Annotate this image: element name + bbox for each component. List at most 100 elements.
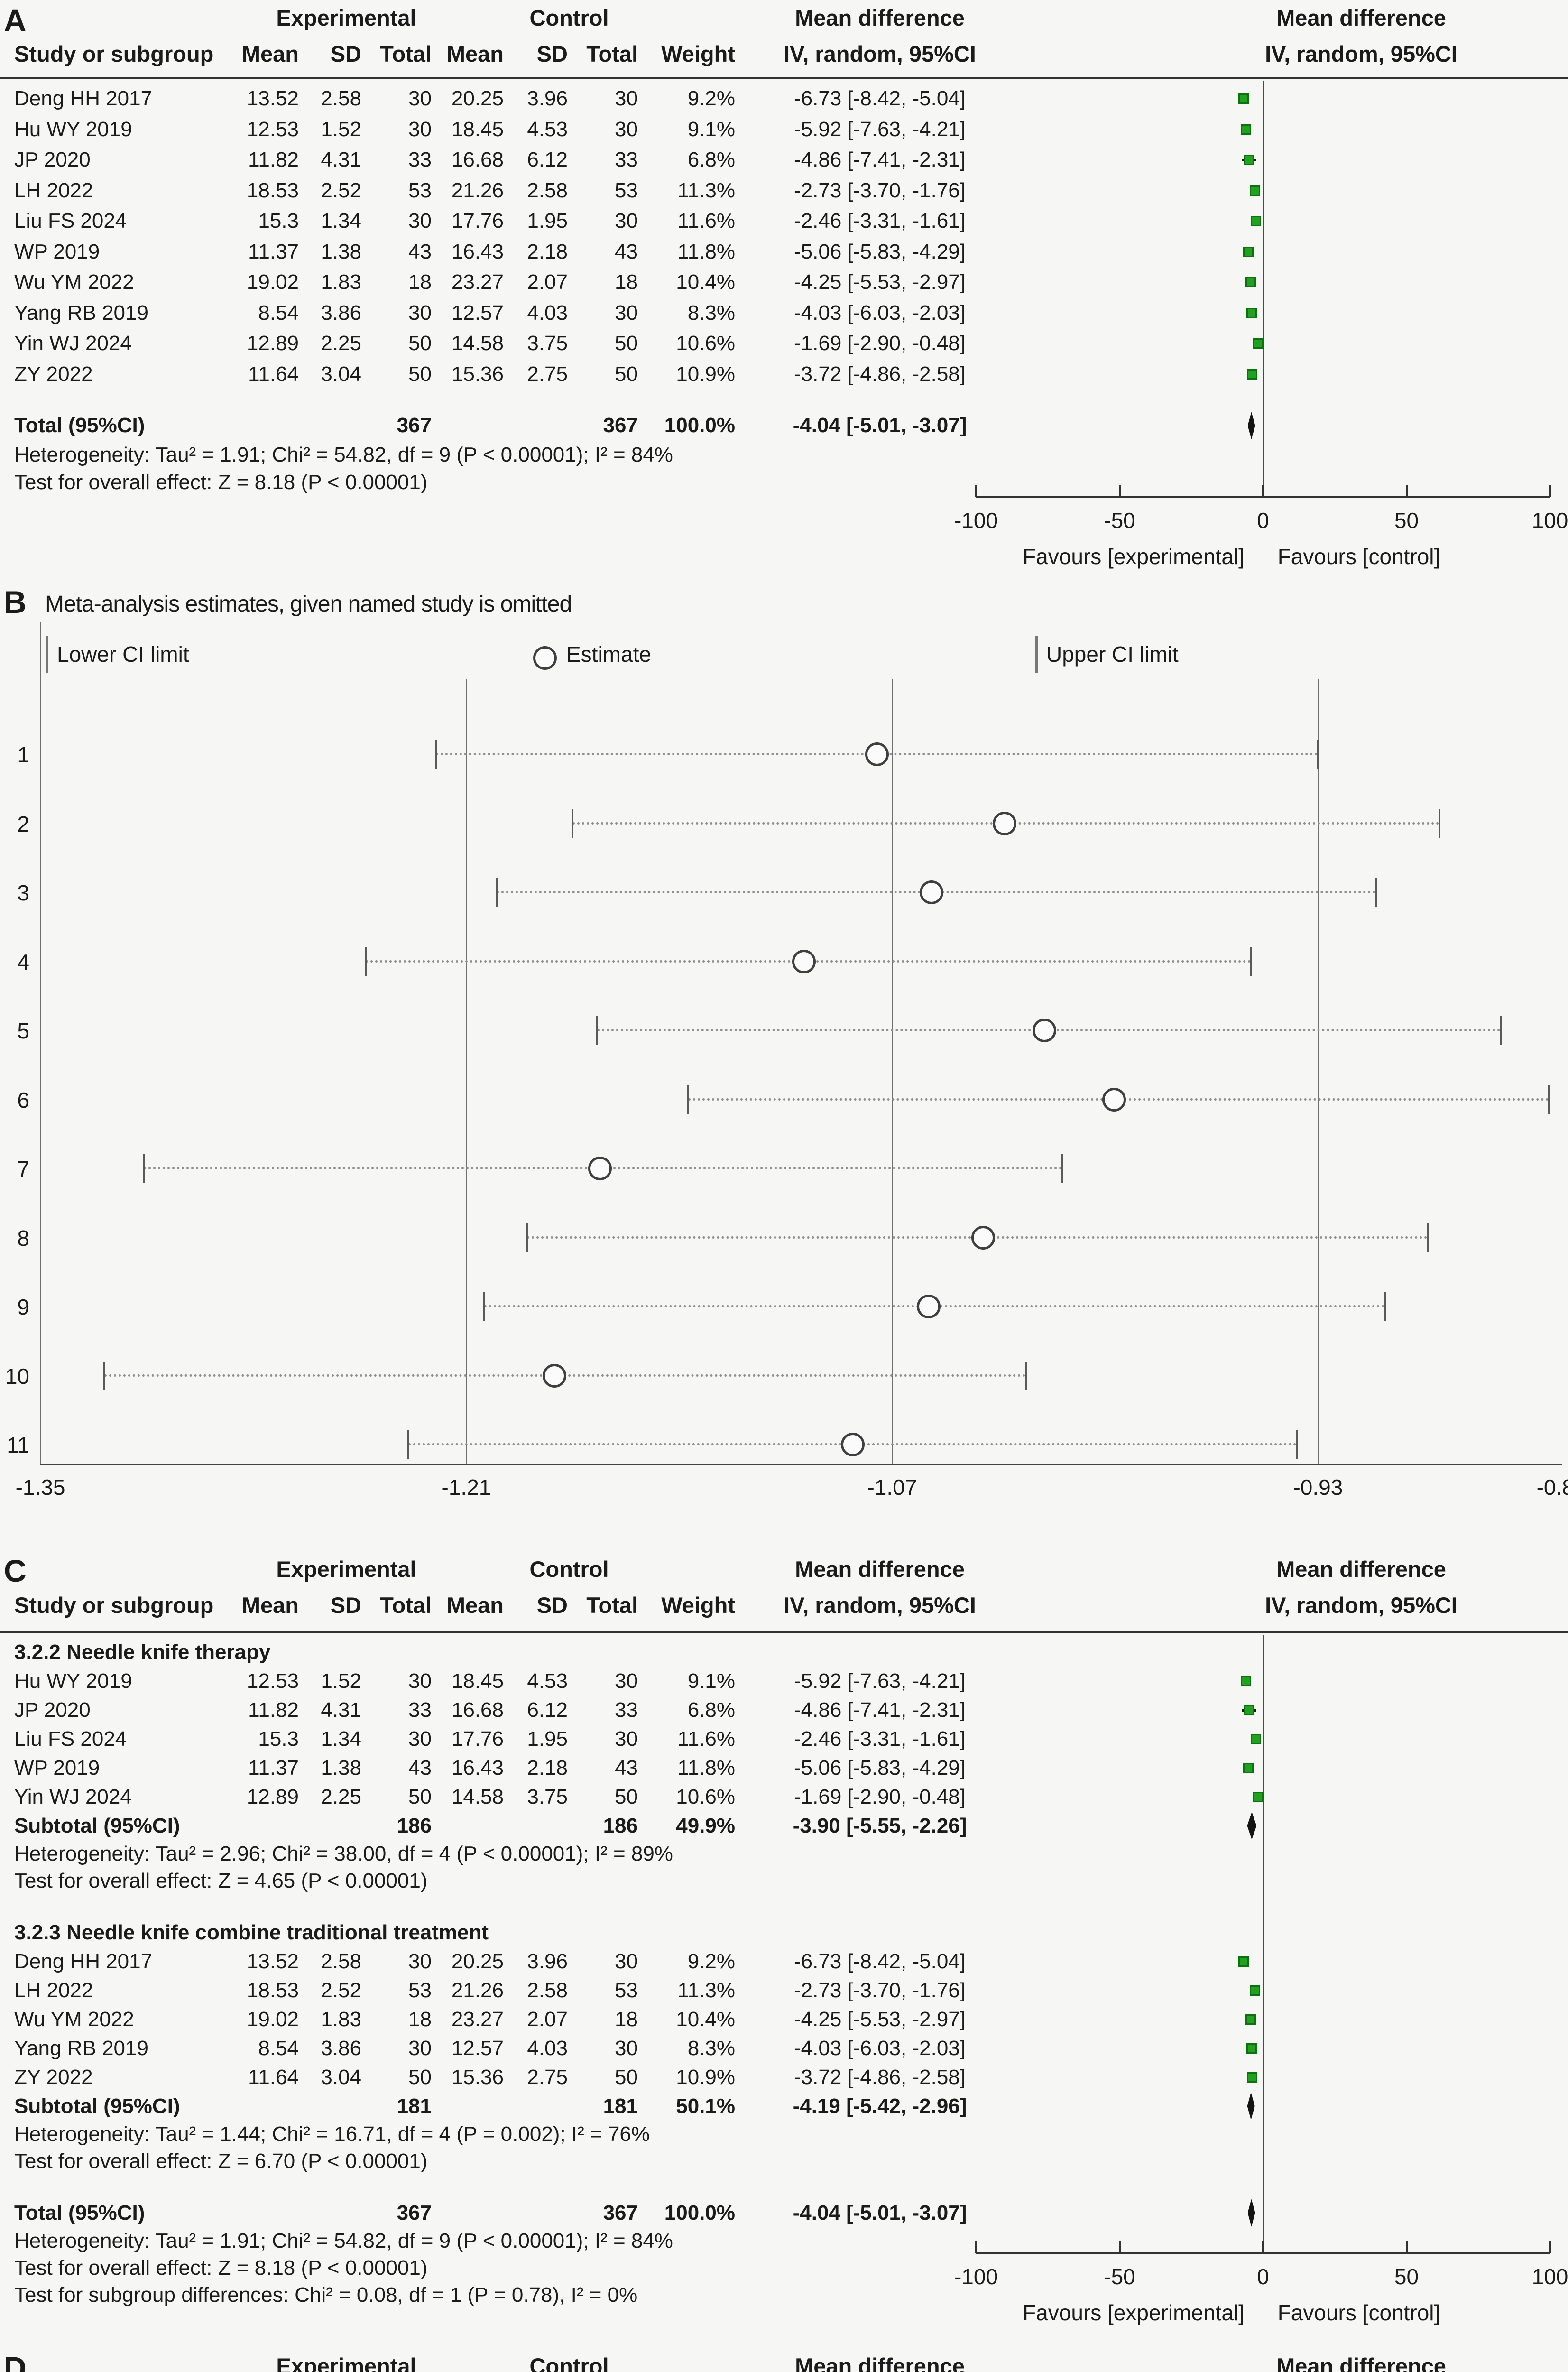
cell-value: 18 bbox=[408, 2007, 432, 2031]
cell-value: 19.02 bbox=[246, 2007, 299, 2031]
cell-value: 11.64 bbox=[248, 2065, 299, 2089]
cell-value: 8.54 bbox=[258, 2036, 299, 2060]
cell-value: 18 bbox=[408, 270, 432, 294]
effect-marker bbox=[1243, 1762, 1254, 1773]
axis-tick-label: 50 bbox=[1394, 508, 1419, 533]
md-ci-text: -3.90 [-5.55, -2.26] bbox=[793, 1814, 967, 1837]
column-header: Total bbox=[586, 1593, 638, 1618]
cell-value: 3.75 bbox=[527, 332, 568, 355]
cell-value: 11.37 bbox=[248, 240, 299, 263]
study-label: Yin WJ 2024 bbox=[14, 332, 132, 355]
axis-tick-label: 0 bbox=[1257, 508, 1269, 533]
estimate-point bbox=[542, 1363, 566, 1388]
cell-value: 49.9% bbox=[676, 1814, 735, 1837]
cell-value: 50 bbox=[615, 2065, 638, 2089]
cell-value: 30 bbox=[408, 117, 432, 141]
axis-tick bbox=[975, 485, 977, 497]
md-ci-text: -2.73 [-3.70, -1.76] bbox=[794, 1978, 966, 2002]
effect-marker bbox=[1245, 2014, 1256, 2025]
favours-left-label: Favours [experimental] bbox=[1023, 544, 1245, 569]
md-ci-text: -4.25 [-5.53, -2.97] bbox=[794, 2007, 966, 2031]
effect-marker bbox=[1253, 1791, 1264, 1802]
axis-tick-label: 0 bbox=[1257, 2264, 1269, 2289]
cell-value: 1.95 bbox=[527, 1727, 568, 1751]
method-header: IV, random, 95%CI bbox=[784, 1593, 976, 1618]
upper-ci-tick bbox=[1426, 1223, 1429, 1252]
cell-value: 19.02 bbox=[246, 270, 299, 294]
pooled-diamond bbox=[1247, 2199, 1255, 2227]
study-label: Deng HH 2017 bbox=[14, 1949, 153, 1973]
column-header: Mean bbox=[446, 41, 504, 66]
estimate-point bbox=[588, 1157, 612, 1180]
cell-value: 11.8% bbox=[677, 240, 736, 263]
effect-marker bbox=[1244, 1705, 1254, 1715]
omitted-study-label: 7 bbox=[17, 1157, 29, 1181]
estimate-legend-icon bbox=[533, 646, 557, 670]
study-label: Wu YM 2022 bbox=[14, 270, 134, 294]
axis-tick-label: -100 bbox=[954, 508, 998, 533]
md-ci-text: -1.69 [-2.90, -0.48] bbox=[794, 1785, 966, 1808]
effect-marker bbox=[1246, 307, 1257, 318]
panel-b-title: Meta-analysis estimates, given named stu… bbox=[45, 592, 572, 617]
cell-value: 4.03 bbox=[527, 301, 568, 324]
effect-marker bbox=[1241, 124, 1252, 135]
cell-value: 17.76 bbox=[451, 1727, 504, 1751]
column-header: Study or subgroup bbox=[14, 41, 214, 66]
cell-value: 13.52 bbox=[246, 1949, 299, 1973]
favours-left-label: Favours [experimental] bbox=[1023, 2300, 1245, 2325]
column-header: Mean bbox=[446, 1593, 504, 1618]
cell-value: 2.07 bbox=[527, 2007, 568, 2031]
header-rule bbox=[0, 77, 1568, 79]
upper-ci-tick bbox=[1374, 878, 1377, 907]
cell-value: 30 bbox=[615, 117, 638, 141]
cell-value: 53 bbox=[408, 1978, 432, 2002]
effect-header: Mean difference bbox=[795, 5, 965, 30]
cell-value: 1.34 bbox=[321, 1727, 361, 1751]
md-ci-text: -3.72 [-4.86, -2.58] bbox=[794, 2065, 966, 2089]
study-label: WP 2019 bbox=[14, 1756, 100, 1779]
cell-value: 2.58 bbox=[527, 178, 568, 202]
cell-value: 9.1% bbox=[687, 1669, 735, 1693]
cell-value: 11.3% bbox=[677, 1978, 736, 2002]
cell-value: 18.45 bbox=[451, 117, 504, 141]
cell-value: 53 bbox=[615, 1978, 638, 2002]
cell-value: 3.86 bbox=[321, 2036, 361, 2060]
cell-value: 14.58 bbox=[451, 332, 504, 355]
cell-value: 9.2% bbox=[687, 87, 735, 111]
cell-value: 50 bbox=[408, 2065, 432, 2089]
column-header: Mean bbox=[241, 1593, 299, 1618]
cell-value: 2.52 bbox=[321, 1978, 361, 2002]
cell-value: 2.25 bbox=[321, 1785, 361, 1808]
axis-tick bbox=[1405, 485, 1408, 497]
pooled-diamond bbox=[1247, 412, 1255, 440]
cell-value: 1.83 bbox=[321, 2007, 361, 2031]
md-ci-text: -5.06 [-5.83, -4.29] bbox=[794, 1756, 966, 1779]
axis-tick-label: -50 bbox=[1104, 2264, 1135, 2289]
effect-marker bbox=[1243, 246, 1254, 257]
cell-value: 30 bbox=[408, 1727, 432, 1751]
cell-value: 181 bbox=[397, 2094, 432, 2118]
column-header: SD bbox=[536, 1593, 568, 1618]
axis-tick bbox=[1549, 2241, 1551, 2253]
study-label: Wu YM 2022 bbox=[14, 2007, 134, 2031]
cell-value: 2.07 bbox=[527, 270, 568, 294]
x-axis-line bbox=[40, 1464, 1562, 1465]
cell-value: 21.26 bbox=[451, 1978, 504, 2002]
cell-value: 16.68 bbox=[451, 148, 504, 172]
method-header: IV, random, 95%CI bbox=[784, 41, 976, 66]
ctrl-group-header: Control bbox=[529, 2353, 609, 2372]
cell-value: 43 bbox=[615, 240, 638, 263]
estimate-point bbox=[1032, 1019, 1056, 1042]
effect-header: Mean difference bbox=[1276, 1557, 1446, 1582]
overall-reference-line bbox=[1317, 679, 1319, 1464]
upper-ci-tick bbox=[1317, 740, 1319, 769]
cell-value: 186 bbox=[603, 1814, 638, 1837]
cell-value: 10.6% bbox=[676, 332, 735, 355]
panel-a-label: A bbox=[4, 3, 27, 38]
axis-tick-label: 50 bbox=[1394, 2264, 1419, 2289]
omitted-study-label: 2 bbox=[17, 811, 29, 836]
cell-value: 9.2% bbox=[687, 1949, 735, 1973]
study-label: Subtotal (95%CI) bbox=[14, 1814, 180, 1837]
estimate-point bbox=[993, 811, 1017, 835]
md-ci-text: -3.72 [-4.86, -2.58] bbox=[794, 362, 966, 386]
